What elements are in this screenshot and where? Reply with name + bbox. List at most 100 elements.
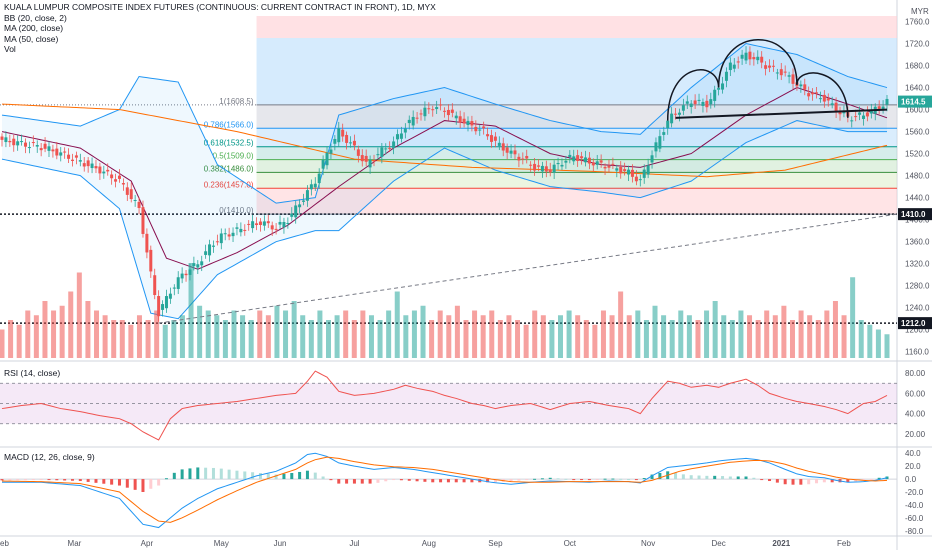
macd-histogram-bar xyxy=(595,479,599,481)
candle-body xyxy=(446,109,450,116)
candle-body xyxy=(560,164,564,167)
candle-body xyxy=(744,52,748,61)
volume-bar xyxy=(76,272,82,358)
candle-body xyxy=(262,221,266,226)
candle-body xyxy=(576,155,580,161)
candle-body xyxy=(732,64,736,69)
candle-body xyxy=(760,56,764,63)
candle-body xyxy=(200,261,204,266)
candle-body xyxy=(239,228,243,233)
candle-body xyxy=(82,163,86,167)
time-tick-label: Jul xyxy=(349,539,359,548)
time-tick-label: Mar xyxy=(68,539,82,548)
price-badge xyxy=(898,208,932,221)
candle-body xyxy=(513,150,517,155)
volume-bar xyxy=(394,291,400,358)
volume-bar xyxy=(875,329,881,358)
macd-histogram-bar xyxy=(235,470,239,480)
candle-body xyxy=(423,107,427,117)
candle-body xyxy=(595,161,599,165)
candle-body xyxy=(509,150,513,154)
candle-body xyxy=(458,116,462,123)
price-tick-label: 1240.0 xyxy=(905,304,930,313)
candle-body xyxy=(125,187,129,195)
macd-histogram-bar xyxy=(689,475,693,480)
candle-body xyxy=(23,142,27,147)
volume-bar xyxy=(712,301,718,358)
candle-body xyxy=(677,112,681,115)
volume-bar xyxy=(824,310,830,358)
candle-body xyxy=(255,223,259,226)
candle-body xyxy=(540,165,544,172)
candle-body xyxy=(368,159,372,168)
candle-body xyxy=(188,269,192,275)
macd-histogram-bar xyxy=(658,472,662,480)
bb-upper-line xyxy=(1,42,888,204)
macd-histogram-bar xyxy=(603,478,607,480)
candle-body xyxy=(505,147,509,153)
candle-body xyxy=(842,112,846,114)
candle-body xyxy=(486,134,490,137)
candle-body xyxy=(740,54,744,59)
candle-body xyxy=(607,165,611,168)
candle-body xyxy=(251,221,255,229)
volume-bar xyxy=(0,329,5,358)
candle-body xyxy=(799,84,803,87)
candle-body xyxy=(615,168,619,171)
macd-histogram-bar xyxy=(384,479,388,482)
macd-histogram-bar xyxy=(117,479,121,486)
price-badge-label: 1410.0 xyxy=(901,210,926,219)
macd-histogram-bar xyxy=(799,479,803,485)
candle-body xyxy=(157,296,161,317)
ma50-legend: MA (50, close) xyxy=(4,33,59,44)
candle-body xyxy=(775,72,779,74)
head-arc xyxy=(717,39,798,88)
candle-body xyxy=(164,296,168,309)
fib-zone xyxy=(256,172,897,189)
candle-body xyxy=(8,140,12,143)
candle-body xyxy=(243,229,247,231)
volume-bar xyxy=(274,305,280,358)
macd-histogram-bar xyxy=(376,479,380,483)
price-tick-label: 1680.0 xyxy=(905,62,930,71)
macd-histogram-bar xyxy=(415,479,419,482)
candle-body xyxy=(411,116,415,126)
candle-body xyxy=(658,136,662,149)
vol-legend: Vol xyxy=(4,44,16,54)
candle-body xyxy=(564,160,568,163)
candle-body xyxy=(149,249,153,272)
candle-body xyxy=(274,228,278,230)
candle-body xyxy=(137,201,141,209)
macd-histogram-bar xyxy=(211,467,215,480)
candle-body xyxy=(642,169,646,178)
candle-body xyxy=(489,135,493,142)
volume-bar xyxy=(772,315,778,358)
candle-body xyxy=(39,148,43,151)
time-tick-label: Jun xyxy=(274,539,287,548)
candle-body xyxy=(627,169,631,175)
candle-body xyxy=(223,233,227,235)
candle-body xyxy=(43,143,47,149)
macd-histogram-bar xyxy=(196,467,200,480)
volume-bar xyxy=(652,305,658,358)
volume-bar xyxy=(635,310,641,358)
macd-histogram-bar xyxy=(540,478,544,480)
volume-bar xyxy=(368,315,374,358)
fib-level-label: 0(1410.0) xyxy=(219,206,254,215)
candle-body xyxy=(662,132,666,135)
candle-body xyxy=(27,147,31,149)
fib-zone xyxy=(256,146,897,160)
volume-bar xyxy=(33,315,39,358)
trend-line xyxy=(158,213,898,324)
macd-histogram-bar xyxy=(180,469,184,480)
macd-histogram-bar xyxy=(392,479,396,481)
candle-body xyxy=(650,155,654,163)
candle-body xyxy=(407,119,411,124)
volume-bar xyxy=(472,310,478,358)
candle-body xyxy=(204,251,208,255)
volume-bar xyxy=(68,291,74,358)
candle-body xyxy=(826,98,830,101)
candle-body xyxy=(721,83,725,90)
candle-body xyxy=(153,275,157,296)
